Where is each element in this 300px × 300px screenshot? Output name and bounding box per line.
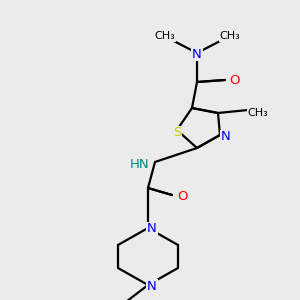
Text: N: N (221, 130, 231, 143)
Text: O: O (177, 190, 187, 203)
Text: HN: HN (129, 158, 149, 172)
Text: N: N (147, 223, 157, 236)
Text: CH₃: CH₃ (248, 108, 268, 118)
Text: CH₃: CH₃ (220, 31, 240, 41)
Text: O: O (230, 74, 240, 86)
Text: CH₃: CH₃ (154, 31, 176, 41)
Text: S: S (173, 127, 181, 140)
Text: N: N (192, 47, 202, 61)
Text: N: N (147, 280, 157, 292)
